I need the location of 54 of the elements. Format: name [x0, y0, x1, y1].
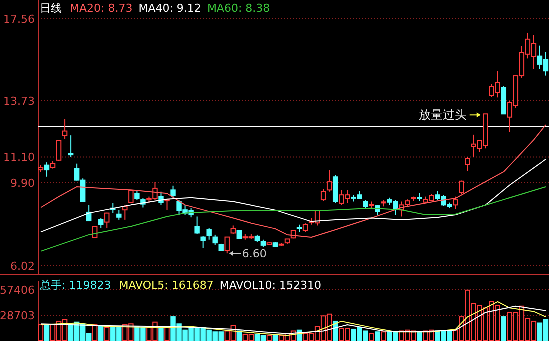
y-tick-label: 6.02 [10, 260, 35, 273]
bar [266, 335, 272, 341]
chart-title: 日线 [40, 2, 62, 15]
candlestick [62, 118, 68, 140]
y-tick-label: 13.73 [4, 94, 35, 108]
candlestick [236, 230, 242, 240]
candlestick [104, 212, 110, 229]
bar [375, 332, 380, 341]
text: MA20: 8.73 [70, 2, 133, 15]
bar [38, 324, 44, 341]
bar [98, 325, 104, 341]
candlestick [200, 236, 206, 249]
annotation: 6.60 [242, 248, 267, 261]
bar [369, 333, 374, 341]
candlestick [56, 140, 62, 162]
candlestick [98, 218, 104, 229]
bar [381, 332, 386, 341]
candlestick [224, 236, 230, 254]
y-tick-label: 9.90 [10, 176, 35, 190]
candlestick [320, 188, 326, 202]
y-tick-label: 57406 [0, 284, 35, 298]
bar [417, 332, 422, 341]
text: MAVOL5: 161687 [119, 279, 214, 292]
y-tick-label: 11.10 [4, 151, 35, 164]
candlestick [453, 196, 458, 210]
bar [158, 327, 164, 341]
candlestick [212, 234, 218, 246]
candlestick [170, 185, 176, 198]
chart-title: 总手: 119823 [39, 279, 112, 292]
candlestick [134, 190, 140, 201]
candlestick [122, 204, 128, 220]
line-series [40, 158, 546, 233]
bar [92, 324, 98, 341]
candlestick [128, 190, 134, 204]
text: MA40: 9.12 [138, 2, 202, 15]
line-series [40, 124, 546, 238]
candlestick [194, 216, 200, 235]
candlestick [206, 228, 212, 240]
text: MAVOL10: 152310 [220, 279, 322, 292]
candlestick [459, 180, 464, 195]
candlestick [68, 135, 74, 158]
bar [44, 325, 50, 341]
text: MA60: 8.38 [207, 2, 270, 15]
bar [272, 335, 278, 341]
y-tick-label: 17.56 [4, 12, 35, 26]
bar [104, 327, 110, 341]
candlestick [465, 156, 470, 172]
bar [501, 316, 507, 341]
candlestick [44, 162, 50, 178]
y-tick-label: 28703 [0, 310, 35, 323]
bar [164, 327, 170, 341]
candlestick [326, 170, 332, 192]
annotation: 放量过头 [418, 108, 467, 122]
candlestick [116, 210, 122, 220]
